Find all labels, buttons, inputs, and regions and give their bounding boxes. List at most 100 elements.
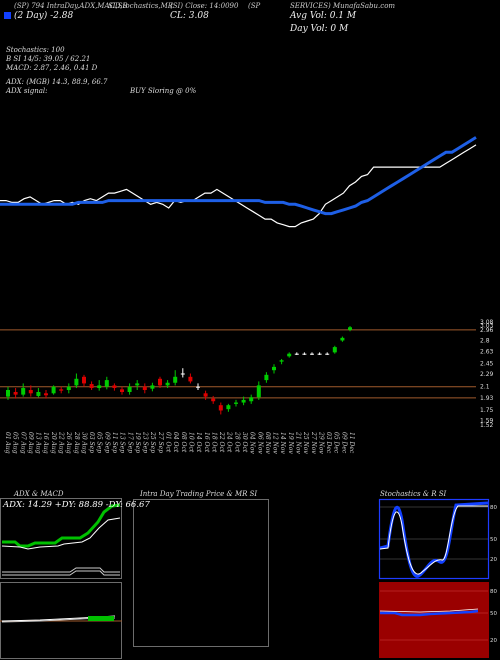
candle <box>21 383 26 397</box>
intraday-panel-frame <box>133 499 269 647</box>
price-y-tick: 2.63 <box>480 349 494 356</box>
candle <box>196 383 200 391</box>
candle <box>112 383 117 391</box>
candle <box>211 395 216 404</box>
candle-body <box>59 389 64 391</box>
candle-body <box>241 399 246 403</box>
candle-body <box>165 382 170 386</box>
adx-panel-frame <box>0 498 122 579</box>
candle <box>165 380 170 389</box>
candle-body <box>74 378 79 386</box>
header-metric-cl: CL: 3.08 <box>170 11 209 21</box>
candle-body <box>36 391 41 396</box>
date-label: 09 Aug <box>27 432 34 454</box>
candle-body <box>211 398 216 402</box>
date-label: 25 Nov <box>302 431 309 454</box>
candle-body <box>302 353 307 355</box>
stoch-rsi-title: Stochastics & R SI <box>380 490 447 498</box>
date-label: 04 Nov <box>249 432 256 454</box>
date-label: 08 Oct <box>180 432 187 453</box>
indicator-macd: MACD: 2.87, 2.46, 0.41 D <box>6 64 98 72</box>
candle <box>287 352 292 358</box>
date-label: 19 Nov <box>287 432 294 454</box>
date-label: 27 Nov <box>310 431 317 454</box>
stoch-d-line <box>379 505 488 575</box>
candle-body <box>234 402 238 404</box>
candle-body <box>104 380 109 387</box>
candle <box>6 386 10 400</box>
stoch-y-tick: 50 <box>490 537 497 543</box>
rsi-panel-bg <box>379 582 489 658</box>
date-label: 09 Dec <box>340 432 347 454</box>
date-label: 03 Dec <box>325 432 332 454</box>
price-y-tick: 2.45 <box>480 361 494 368</box>
candle <box>256 381 261 400</box>
candle-body <box>51 386 56 394</box>
candle <box>241 396 246 406</box>
date-label: 16 Aug <box>42 432 49 454</box>
candle <box>173 370 178 386</box>
candle <box>310 352 314 356</box>
price-y-tick: 1.75 <box>480 407 494 414</box>
price-y-tick: 2.29 <box>480 371 494 378</box>
date-label: 30 Aug <box>80 432 87 454</box>
candle <box>135 380 140 391</box>
date-label: 03 Sep <box>88 432 95 453</box>
candle <box>104 376 109 390</box>
header-metric-2day: (2 Day) -2.88 <box>14 11 74 21</box>
candle <box>66 383 71 394</box>
candle <box>120 386 124 395</box>
candle-body <box>279 360 284 362</box>
adx-white-line <box>1 517 121 550</box>
candle-body <box>196 386 200 388</box>
candle-body <box>188 376 193 382</box>
date-label: 13 Sep <box>119 432 126 453</box>
candle-body <box>325 353 330 355</box>
date-label: 04 Oct <box>172 432 179 453</box>
candle <box>218 402 223 415</box>
candle-body <box>44 393 48 396</box>
candle-body <box>180 373 185 375</box>
candle <box>59 386 64 394</box>
candle-body <box>294 353 299 355</box>
candle-body <box>97 385 102 389</box>
candle <box>188 373 193 384</box>
candle-body <box>173 376 178 383</box>
candle-body <box>6 390 10 397</box>
date-label: 01 Aug <box>4 432 11 454</box>
rsi-y-tick: 50 <box>490 611 497 617</box>
candle-body <box>66 386 71 391</box>
stoch-k-line <box>379 501 489 578</box>
legend-swatch <box>4 12 11 19</box>
header-line-1d: (SP <box>248 2 261 10</box>
adx-lower-line-2 <box>2 570 120 576</box>
date-label: 05 Dec <box>333 432 340 454</box>
candle-body <box>203 393 208 397</box>
price-y-tick: 2.1 <box>480 384 490 391</box>
date-label: 11 Dec <box>348 432 355 454</box>
candle <box>180 368 185 378</box>
date-label: 16 Oct <box>203 432 210 453</box>
candle <box>272 364 276 374</box>
overlay-series-1 <box>0 136 477 216</box>
date-label: 12 Nov <box>272 432 279 454</box>
date-label: 19 Sep <box>134 432 141 453</box>
adx-green-line <box>2 503 121 548</box>
indicator-bsi: B SI 14/5: 39.05 / 62.21 <box>6 55 91 63</box>
rsi-line <box>380 609 479 617</box>
stoch-panel-frame <box>378 498 490 580</box>
date-label: 24 Oct <box>226 431 233 453</box>
date-label: 28 Oct <box>233 431 240 453</box>
date-label: 28 Aug <box>73 431 80 454</box>
candle-body <box>127 386 132 392</box>
candle <box>294 352 299 356</box>
date-label: 17 Sep <box>126 432 133 453</box>
macd-panel-frame <box>0 582 122 659</box>
rsi-y-tick: 80 <box>490 589 497 595</box>
candle <box>302 352 307 356</box>
header-line-1: (SP) 794 IntraDay,ADX,MACD,B <box>14 2 128 10</box>
price-y-tick: 3.08 <box>480 319 494 326</box>
date-label: 22 Oct <box>218 431 225 453</box>
candle-body <box>249 397 254 402</box>
candle-body <box>264 374 269 381</box>
